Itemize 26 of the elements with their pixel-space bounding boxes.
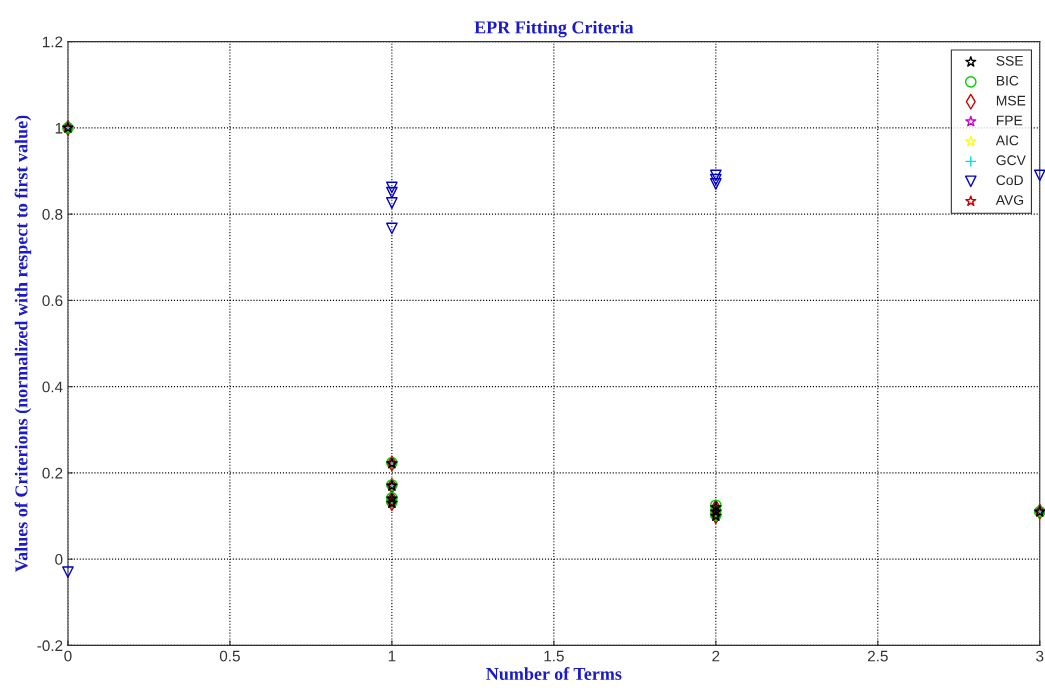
y-tick-label: 1 <box>55 122 63 134</box>
legend-label: AVG <box>995 195 1024 205</box>
legend-label: FPE <box>996 115 1023 126</box>
legend-label: SSE <box>996 55 1023 66</box>
y-tick-label: 0 <box>55 554 63 565</box>
legend-label: MSE <box>996 95 1026 106</box>
y-tick-label: 1.2 <box>42 36 63 48</box>
y-tick-label: 0.6 <box>42 295 63 307</box>
x-tick-label: 0.5 <box>219 650 240 662</box>
x-tick-label: 2 <box>712 650 720 662</box>
legend-label: CoD <box>996 175 1023 186</box>
y-tick-label: 0.2 <box>42 467 63 479</box>
y-axis-title: Values of Criterions (normalized with respect to first value) <box>14 115 32 572</box>
y-tick-label: 0.4 <box>42 381 63 393</box>
x-tick-label: 2.5 <box>867 650 888 662</box>
chart-title: EPR Fitting Criteria <box>474 20 634 38</box>
x-tick-label: 0 <box>64 650 72 662</box>
x-tick-label: 1 <box>388 650 396 662</box>
legend-label: BIC <box>996 75 1019 86</box>
x-tick-label: 1.5 <box>544 650 564 662</box>
x-tick-label: 3 <box>1036 650 1044 662</box>
legend-label: GCV <box>996 155 1026 166</box>
x-axis-title: Number of Terms <box>486 667 622 681</box>
y-tick-label: 0.8 <box>42 209 63 220</box>
y-tick-label: -0.2 <box>37 640 63 652</box>
legend-label: AIC <box>995 135 1019 146</box>
